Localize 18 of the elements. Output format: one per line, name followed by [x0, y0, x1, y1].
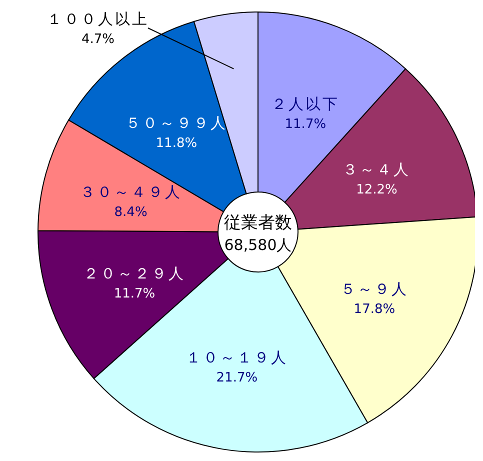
data-label: 11.8%: [156, 136, 198, 152]
data-label: 11.7%: [114, 286, 156, 302]
data-label: 4.7%: [81, 32, 115, 47]
data-label: 12.2%: [356, 182, 398, 198]
slice-label: ２人以下: [271, 94, 340, 113]
slice-label: ３０～４９人: [80, 182, 182, 201]
text: 68,580人: [224, 236, 292, 254]
data-label: 8.4%: [114, 204, 148, 220]
slice-label: １０～１９人: [186, 348, 288, 366]
slice-label: ３～４人: [342, 160, 411, 178]
slice-label: ５～９人: [340, 280, 408, 298]
data-label: 21.7%: [216, 370, 258, 386]
slice-label: １００人以上: [47, 10, 149, 28]
text: 従業者数: [224, 213, 292, 233]
slice-label: ５０～９９人: [125, 114, 228, 132]
slice-label: ２０～２９人: [84, 264, 186, 283]
data-label: 17.8%: [354, 302, 396, 318]
data-label: 11.7%: [284, 116, 326, 132]
